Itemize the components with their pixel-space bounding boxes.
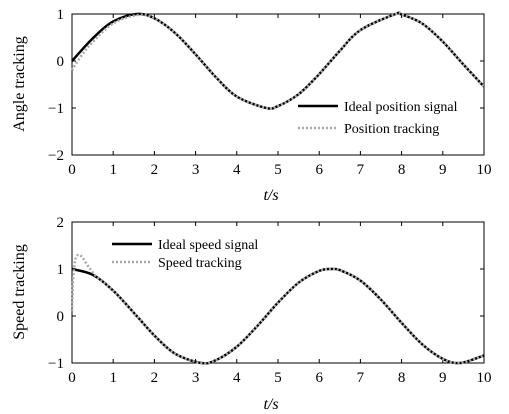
x-tick-label: 1 [109,370,117,386]
series-line-position-tracking [70,11,485,110]
legend-label-ideal-position: Ideal position signal [344,100,458,115]
x-tick-label: 10 [477,370,492,386]
x-tick-label: 3 [192,162,200,178]
x-tick-label: 10 [477,162,492,178]
series-group [70,253,485,365]
x-axis-label: t/s [263,396,278,413]
x-tick-label: 6 [315,370,323,386]
x-tick-label: 9 [439,162,447,178]
legend-label-position-tracking: Position tracking [344,122,439,137]
y-tick-label: 1 [57,7,65,23]
x-axis-label-text: t/s [263,396,278,413]
x-tick-label: 2 [151,162,159,178]
x-tick-label: 0 [68,370,76,386]
y-tick-label: 1 [57,262,65,278]
series-group [70,11,485,110]
x-tick-label: 8 [398,370,406,386]
y-ticks: 1 0 −1 −2 [48,7,484,164]
x-tick-label: 2 [151,370,159,386]
x-tick-label: 5 [274,370,282,386]
x-tick-label: 4 [233,162,241,178]
legend: Ideal position signal Position tracking [298,100,458,137]
x-tick-label: 3 [192,370,200,386]
y-axis-label: Speed tracking [11,244,28,340]
speed-tracking-panel: 0 1 2 3 4 5 6 7 8 9 10 210−1 t/s Speed tracking Id… [11,215,492,413]
x-tick-label: 7 [357,162,365,178]
y-ticks: 2 1 0 −1 [48,215,484,372]
x-tick-label: 0 [68,162,76,178]
series-line-speed-tracking [70,253,485,365]
legend-label-speed-tracking: Speed tracking [158,256,242,271]
x-tick-label: 7 [357,370,365,386]
series-line-ideal-speed-signal [71,267,485,365]
y-tick-label: 0 [57,54,65,70]
x-tick-label: 8 [398,162,406,178]
x-tick-label: 6 [315,162,323,178]
series-line-ideal-position-signal [71,11,485,110]
y-tick-label: 2 [57,215,65,231]
y-axis-label: Angle tracking [11,36,28,132]
angle-tracking-panel: 0 1 2 3 4 5 6 7 8 9 10 10−1−2 t/s Angle tracking I… [11,7,492,204]
x-tick-label: 5 [274,162,282,178]
x-axis-label-text: t/s [263,187,278,204]
x-tick-label: 4 [233,370,241,386]
x-ticks: 0 1 2 3 4 5 6 7 8 9 10 [68,222,492,386]
legend: Ideal speed signal Speed tracking [112,238,258,271]
x-tick-label: 9 [439,370,447,386]
y-tick-label: −2 [48,148,64,164]
x-ticks: 0 1 2 3 4 5 6 7 8 9 10 [68,14,492,178]
x-axis-label: t/s [263,187,278,204]
x-tick-label: 1 [109,162,117,178]
y-tick-label: 0 [57,309,65,325]
y-tick-label: −1 [48,101,64,117]
y-tick-label: −1 [48,356,64,372]
legend-label-ideal-speed: Ideal speed signal [158,238,258,253]
